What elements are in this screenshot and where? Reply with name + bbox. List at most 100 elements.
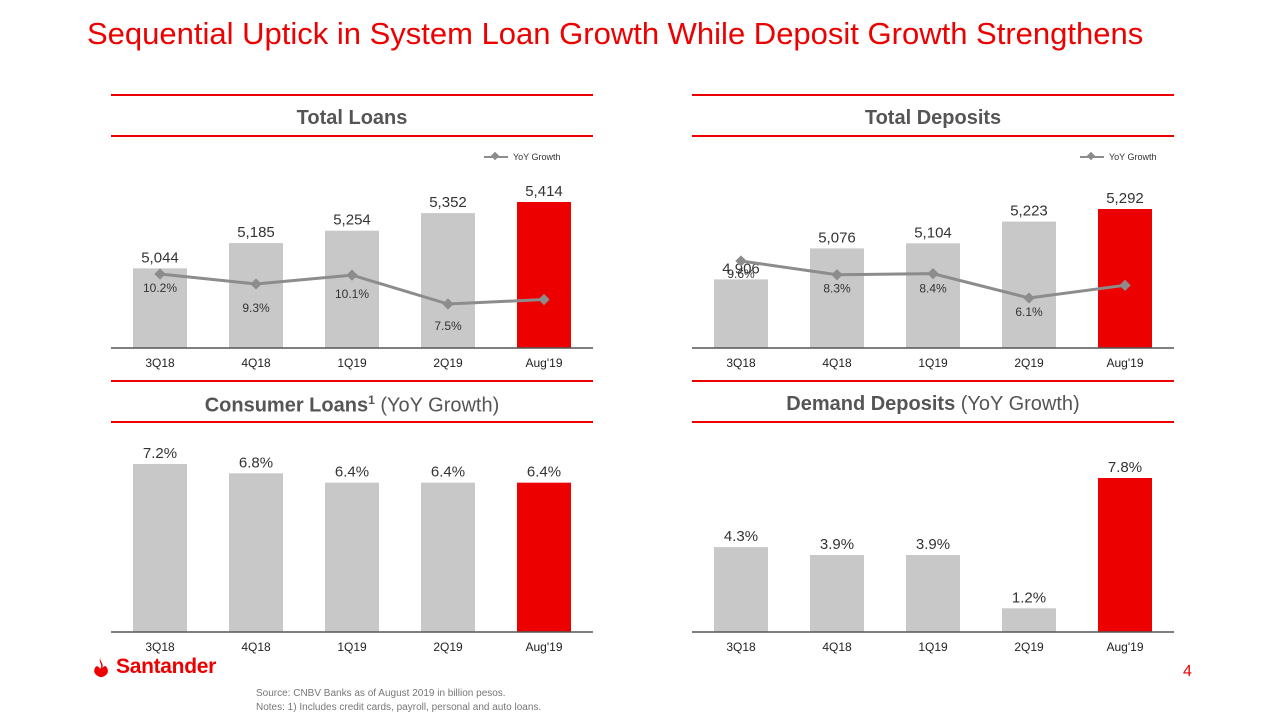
x-tick-label: 2Q19: [433, 640, 463, 654]
x-tick-label: 1Q19: [337, 640, 367, 654]
bar: [325, 230, 379, 348]
demand-deposits-title: Demand Deposits (YoY Growth): [692, 393, 1174, 416]
yoy-growth-label: 10.2%: [143, 281, 177, 295]
panel-top-rule: [692, 380, 1174, 382]
bar-value-label: 5,352: [429, 194, 467, 211]
bar: [229, 243, 283, 348]
x-tick-label: 1Q19: [337, 356, 367, 370]
bar-value-label: 6.4%: [527, 464, 561, 481]
yoy-growth-label: 9.3%: [242, 301, 270, 315]
x-tick-label: Aug'19: [1107, 640, 1144, 654]
panel-top-rule: [692, 94, 1174, 96]
bar-value-label: 7.8%: [1108, 459, 1142, 476]
x-tick-label: 2Q19: [433, 356, 463, 370]
yoy-growth-marker: [1119, 279, 1131, 291]
yoy-growth-label: 10.1%: [335, 287, 369, 301]
bar: [714, 547, 768, 632]
santander-logo: Santander: [90, 655, 216, 679]
bar-value-label: 4,906: [722, 260, 760, 277]
panel-top-rule: [111, 94, 593, 96]
x-tick-label: 3Q18: [726, 640, 756, 654]
bar-value-label: 6.4%: [335, 464, 369, 481]
demand-deposits-chart: 4.3% 3.9% 3.9% 1.2% 7.8% 3Q18 4Q18 1Q19 2Q19 Aug'…: [692, 459, 1174, 654]
bar: [1098, 209, 1152, 348]
brand-name: Santander: [116, 655, 216, 678]
page-title: Sequential Uptick in System Loan Growth …: [87, 16, 1144, 51]
consumer-loans-note: (YoY Growth): [380, 394, 500, 417]
x-tick-label: 2Q19: [1014, 356, 1044, 370]
yoy-growth-marker: [927, 268, 939, 280]
total-loans-title: Total Loans: [296, 107, 408, 129]
bar-value-label: 5,076: [818, 229, 856, 246]
bar: [517, 202, 571, 348]
bar-value-label: 5,044: [141, 249, 179, 266]
bar-value-label: 4.3%: [724, 528, 758, 545]
total-deposits-panel: Total Deposits YoY Growth 4,906 5,076 5,10…: [692, 94, 1174, 379]
demand-deposits-panel: Demand Deposits (YoY Growth) 4.3% 3.9% 3.9…: [692, 380, 1174, 660]
bar-value-label: 5,292: [1106, 190, 1144, 207]
x-tick-label: 1Q19: [918, 640, 948, 654]
panel-top-rule: [111, 380, 593, 382]
bar-value-label: 1.2%: [1012, 589, 1046, 606]
bar: [1098, 478, 1152, 632]
x-tick-label: 2Q19: [1014, 640, 1044, 654]
bar-value-label: 5,254: [333, 212, 371, 229]
flame-icon: [94, 657, 108, 677]
x-tick-label: 4Q18: [241, 356, 271, 370]
source-note: Source: CNBV Banks as of August 2019 in …: [256, 688, 506, 699]
consumer-loans-title-text: Consumer Loans: [204, 394, 369, 417]
demand-deposits-title-text: Demand Deposits: [786, 393, 956, 415]
x-tick-label: 1Q19: [918, 356, 948, 370]
x-tick-label: 4Q18: [822, 356, 852, 370]
bar: [714, 279, 768, 348]
bar: [906, 243, 960, 348]
yoy-growth-label: 7.5%: [434, 319, 462, 333]
yoy-growth-label: 9.6%: [727, 267, 755, 281]
yoy-growth-label: 8.4%: [919, 282, 947, 296]
bar: [133, 464, 187, 632]
x-tick-label: 4Q18: [822, 640, 852, 654]
page-number: 4: [1183, 663, 1192, 680]
panel-title-rule: [692, 135, 1174, 137]
yoy-growth-label: 6.1%: [1015, 305, 1043, 319]
bar-value-label: 6.4%: [431, 464, 465, 481]
bar: [1002, 221, 1056, 348]
demand-deposits-note: (YoY Growth): [960, 393, 1080, 415]
bar-value-label: 3.9%: [916, 536, 950, 553]
bar: [229, 473, 283, 632]
bar: [810, 248, 864, 348]
yoy-growth-label: 7.3%: [1111, 258, 1139, 272]
total-loans-panel: Total Loans YoY Growth 5,044 5,185 5,254 5,…: [111, 94, 593, 379]
yoy-growth-marker: [1023, 292, 1035, 304]
bar-value-label: 5,104: [914, 224, 952, 241]
panel-title-rule: [111, 421, 593, 423]
x-tick-label: 3Q18: [726, 356, 756, 370]
bar: [810, 555, 864, 632]
bar-value-label: 7.2%: [143, 445, 177, 462]
bar-value-label: 5,223: [1010, 203, 1048, 220]
bar-value-label: 6.8%: [239, 454, 273, 471]
bar: [325, 482, 379, 632]
bar: [421, 213, 475, 348]
total-deposits-title: Total Deposits: [864, 107, 1002, 129]
yoy-growth-label: 8.3%: [823, 282, 851, 296]
yoy-growth-label: 7.9%: [530, 314, 558, 328]
consumer-loans-panel: Consumer Loans1 (YoY Growth) 7.2% 6.8% 6.4…: [111, 380, 593, 660]
legend-line-icon: [484, 156, 508, 158]
consumer-loans-chart: 7.2% 6.8% 6.4% 6.4% 6.4% 3Q18 4Q18 1Q19 2Q19 Aug'…: [111, 445, 593, 654]
legend-label: YoY Growth: [1109, 152, 1157, 162]
x-tick-label: Aug'19: [526, 640, 563, 654]
bar: [517, 482, 571, 632]
consumer-loans-title: Consumer Loans1 (YoY Growth): [111, 393, 593, 418]
bar: [1002, 608, 1056, 632]
legend-label: YoY Growth: [513, 152, 561, 162]
yoy-growth-marker: [538, 293, 550, 306]
total-loans-legend: YoY Growth: [484, 152, 561, 162]
total-loans-chart: 5,044 5,185 5,254 5,352 5,414 3Q18 4Q18 1Q19 2Q1…: [111, 183, 593, 370]
total-deposits-chart: 4,906 5,076 5,104 5,223 5,292 3Q18 4Q18 1Q19 2Q1…: [692, 190, 1174, 370]
total-deposits-legend: YoY Growth: [1080, 152, 1157, 162]
bar: [133, 268, 187, 348]
bar-value-label: 5,414: [525, 183, 563, 200]
bar: [421, 482, 475, 632]
panel-title-rule: [111, 135, 593, 137]
